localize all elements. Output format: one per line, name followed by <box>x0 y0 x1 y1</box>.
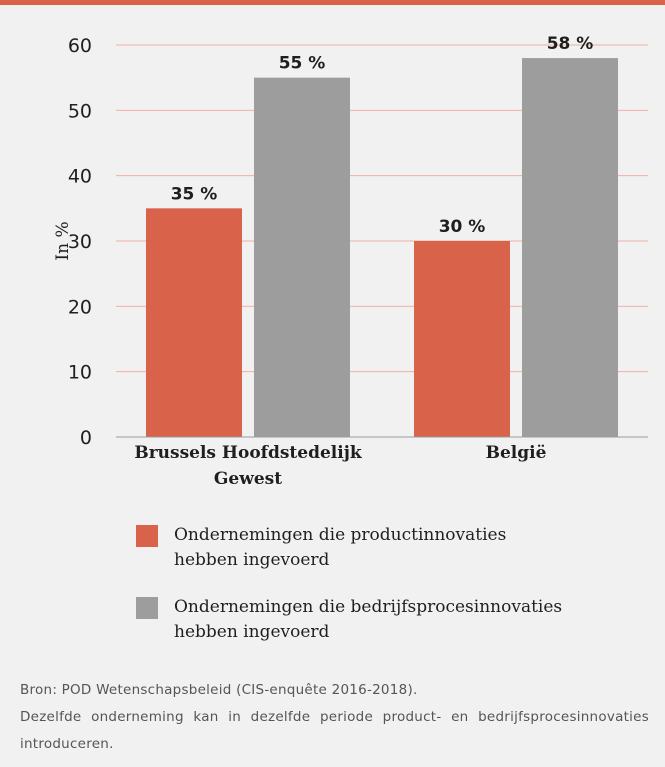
x-tick-label: Gewest <box>214 469 282 489</box>
legend-label-line: hebben ingevoerd <box>174 622 330 642</box>
source-line: Bron: POD Wetenschapsbeleid (CIS-enquête… <box>20 682 418 698</box>
bar <box>414 241 510 437</box>
x-tick-label: Brussels Hoofdstedelijk <box>134 443 363 463</box>
source-note: Dezelfde onderneming kan in dezelfde per… <box>20 709 649 752</box>
data-label: 58 % <box>547 34 594 54</box>
y-tick-label: 10 <box>68 362 92 384</box>
legend-label-line: hebben ingevoerd <box>174 550 330 570</box>
y-axis-label: In % <box>53 221 73 260</box>
legend-item-product-innovations: Ondernemingen die productinnovaties hebb… <box>136 523 656 573</box>
legend-label-line: Ondernemingen die productinnovaties <box>174 525 507 545</box>
legend-label-process-innovations: Ondernemingen die bedrijfsprocesinnovati… <box>174 595 594 645</box>
top-accent-rule <box>0 0 665 5</box>
data-label: 30 % <box>439 217 486 237</box>
y-tick-label: 60 <box>68 35 92 57</box>
legend-item-process-innovations: Ondernemingen die bedrijfsprocesinnovati… <box>136 595 656 645</box>
legend-swatch-process-innovations <box>136 597 158 619</box>
bar <box>146 208 242 437</box>
y-tick-label: 40 <box>68 166 92 188</box>
bar <box>254 77 350 438</box>
x-tick-label: België <box>486 443 547 463</box>
legend-label-product-innovations: Ondernemingen die productinnovaties hebb… <box>174 523 594 573</box>
legend-label-line: Ondernemingen die bedrijfsprocesinnovati… <box>174 597 563 617</box>
y-tick-label: 0 <box>80 427 92 449</box>
bar-chart: 0 10 20 30 40 50 60 In % 35 % 55 % Brussels Hoofds… <box>53 34 648 489</box>
y-tick-label: 20 <box>68 296 92 318</box>
y-tick-label: 50 <box>68 100 92 122</box>
data-label: 55 % <box>279 54 326 74</box>
bar <box>522 58 618 438</box>
chart-legend: Ondernemingen die productinnovaties hebb… <box>136 523 656 667</box>
legend-swatch-product-innovations <box>136 525 158 547</box>
y-tick-label: 30 <box>68 231 92 253</box>
source-note-block: Bron: POD Wetenschapsbeleid (CIS-enquête… <box>20 677 649 758</box>
data-label: 35 % <box>171 184 218 204</box>
